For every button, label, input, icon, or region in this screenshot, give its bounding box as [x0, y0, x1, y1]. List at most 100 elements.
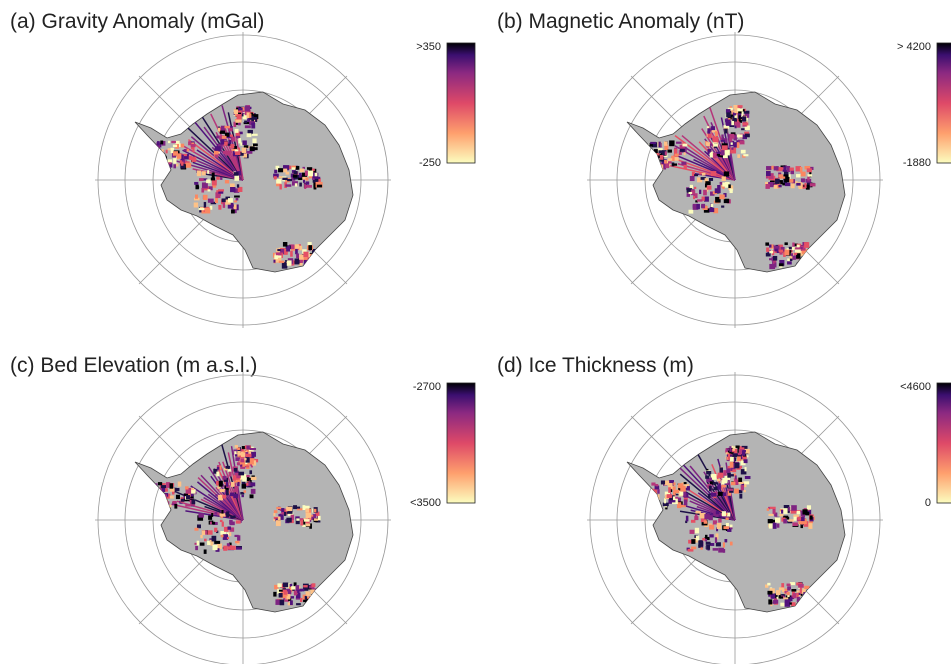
- survey-cell: [234, 534, 239, 537]
- survey-cell: [313, 184, 317, 190]
- survey-cell: [791, 505, 797, 511]
- survey-cell: [196, 170, 202, 177]
- survey-cell: [252, 114, 259, 119]
- survey-cell: [727, 453, 731, 460]
- survey-cell: [209, 521, 212, 525]
- survey-cell: [806, 505, 812, 510]
- survey-cell: [248, 481, 251, 486]
- survey-cell: [306, 523, 311, 527]
- survey-cell: [252, 460, 257, 466]
- survey-cell: [182, 153, 187, 157]
- survey-cell: [805, 178, 812, 183]
- survey-cell: [198, 513, 204, 518]
- survey-cell: [722, 477, 728, 484]
- survey-cell: [177, 481, 182, 487]
- survey-cell: [316, 184, 323, 188]
- survey-cell: [792, 255, 796, 260]
- survey-cell: [278, 260, 285, 263]
- survey-cell: [215, 494, 218, 497]
- survey-cell: [276, 506, 282, 510]
- survey-cell: [235, 120, 240, 125]
- survey-cell: [765, 184, 770, 189]
- survey-cell: [713, 512, 717, 517]
- survey-cell: [219, 465, 222, 470]
- survey-cell: [172, 144, 178, 148]
- survey-cell: [658, 150, 664, 154]
- survey-cell: [169, 488, 175, 492]
- survey-cell: [302, 594, 307, 600]
- survey-cell: [679, 146, 685, 152]
- survey-cell: [778, 593, 781, 599]
- colorbar-label-bottom: -1880: [903, 157, 931, 169]
- survey-cell: [274, 169, 278, 174]
- survey-cell: [221, 198, 226, 203]
- survey-cell: [782, 515, 789, 519]
- survey-cell: [196, 540, 200, 546]
- survey-cell: [710, 191, 715, 196]
- survey-cell: [792, 243, 799, 247]
- survey-cell: [174, 503, 178, 509]
- survey-cell: [737, 447, 740, 453]
- survey-cell: [734, 115, 737, 118]
- survey-cell: [237, 479, 241, 484]
- survey-cell: [668, 499, 673, 504]
- survey-cell: [713, 136, 719, 143]
- survey-cell: [685, 520, 688, 524]
- survey-cell: [300, 519, 304, 526]
- survey-cell: [195, 545, 198, 551]
- survey-cell: [683, 163, 687, 169]
- survey-cell: [161, 486, 166, 492]
- survey-cell: [179, 160, 182, 166]
- survey-cell: [315, 511, 320, 517]
- survey-cell: [214, 511, 218, 515]
- survey-cell: [713, 143, 718, 147]
- survey-cell: [682, 491, 687, 497]
- survey-cell: [187, 491, 191, 498]
- survey-cell: [649, 492, 655, 497]
- survey-cell: [772, 508, 776, 515]
- survey-cell: [299, 257, 303, 263]
- survey-cell: [666, 494, 673, 498]
- survey-cell: [772, 522, 777, 529]
- survey-cell: [307, 242, 312, 247]
- survey-cell: [801, 603, 806, 607]
- survey-cell: [800, 178, 805, 183]
- survey-cell: [208, 186, 213, 191]
- survey-cell: [650, 141, 656, 145]
- survey-cell: [671, 155, 675, 162]
- survey-cell: [242, 153, 248, 158]
- survey-cell: [160, 503, 166, 508]
- survey-cell: [697, 177, 703, 183]
- survey-cell: [159, 496, 165, 501]
- panel-title: (d) Ice Thickness (m): [497, 354, 694, 377]
- survey-cell: [778, 174, 784, 178]
- survey-cell: [787, 521, 793, 524]
- survey-cell: [237, 147, 241, 151]
- survey-cell: [296, 253, 299, 259]
- survey-cell: [298, 177, 303, 181]
- survey-cell: [715, 542, 721, 547]
- survey-cell: [229, 492, 235, 497]
- survey-cell: [273, 510, 278, 514]
- survey-cell: [293, 582, 297, 588]
- survey-cell: [237, 151, 244, 156]
- survey-cell: [247, 462, 250, 466]
- survey-cell: [784, 182, 791, 187]
- survey-cell: [221, 510, 224, 514]
- survey-cell: [737, 119, 740, 125]
- survey-cell: [659, 155, 664, 160]
- survey-cell: [164, 502, 168, 506]
- survey-cell: [649, 490, 654, 496]
- survey-cell: [769, 180, 776, 183]
- survey-cell: [717, 185, 721, 189]
- survey-cell: [314, 176, 321, 179]
- survey-cell: [279, 599, 285, 606]
- survey-cell: [649, 142, 653, 147]
- survey-cell: [768, 182, 774, 188]
- survey-cell: [769, 263, 776, 270]
- survey-cell: [691, 539, 696, 544]
- survey-cell: [280, 514, 284, 520]
- survey-cell: [308, 263, 313, 267]
- survey-cell: [285, 184, 292, 187]
